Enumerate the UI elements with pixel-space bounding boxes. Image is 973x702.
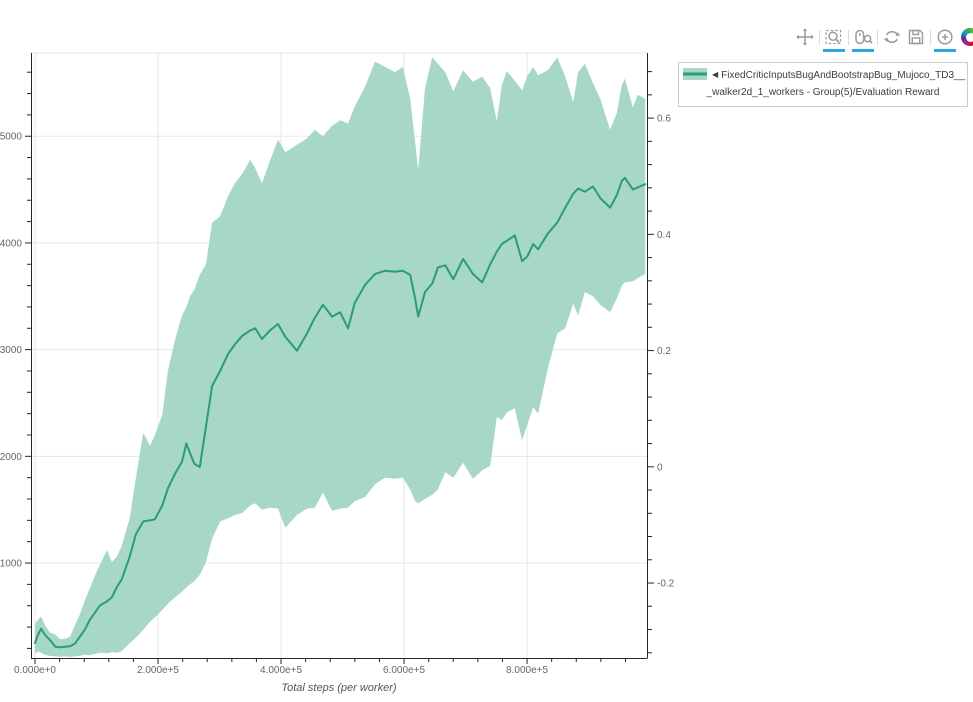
save-icon [908, 29, 924, 45]
y-left-tick-label: 2000 [0, 452, 22, 463]
plot-area[interactable] [31, 53, 647, 658]
y-right-tick-label: 0.4 [657, 230, 671, 241]
hover-tool-button[interactable] [934, 26, 956, 52]
y-left-tick-label: 5000 [0, 132, 22, 143]
bokeh-logo[interactable] [961, 28, 973, 46]
legend-collapse-arrow[interactable]: ◀ [712, 70, 719, 79]
legend-swatch [683, 68, 707, 80]
confidence-band [35, 57, 646, 657]
x-tick-label: 4.000e+5 [260, 665, 302, 676]
reset-tool-button[interactable] [881, 26, 903, 48]
x-tick-label: 2.000e+5 [137, 665, 179, 676]
y-right-tick-label: 0 [657, 462, 663, 473]
y-left-tick-label: 4000 [0, 238, 22, 249]
save-tool-button[interactable] [905, 26, 927, 48]
x-tick-label: 6.000e+5 [383, 665, 425, 676]
reset-icon [883, 31, 901, 43]
axes [31, 52, 648, 659]
y-right-tick-label: -0.2 [657, 579, 675, 590]
x-axis-label: Total steps (per worker) [281, 682, 396, 694]
hover-icon [937, 29, 953, 45]
box-zoom-icon [825, 29, 842, 45]
wheel-zoom-icon [855, 29, 873, 45]
box-zoom-tool-button[interactable] [823, 26, 845, 52]
toolbar-separator [930, 29, 931, 45]
toolbar-separator [848, 29, 849, 45]
legend-item[interactable]: ◀ FixedCriticInputsBugAndBootstrapBug_Muj… [683, 68, 966, 85]
x-tick-label: 0.000e+0 [14, 665, 56, 676]
toolbar-separator [819, 29, 820, 45]
x-tick-label: 8.000e+5 [506, 665, 548, 676]
y-right-tick-label: 0.2 [657, 346, 671, 357]
toolbar-separator [877, 29, 878, 45]
axis-ticks [25, 71, 654, 664]
tick-labels: 0.000e+0 2.000e+5 4.000e+5 6.000e+5 8.000e+5… [0, 114, 675, 676]
legend-label-line1: FixedCriticInputsBugAndBootstrapBug_Mujo… [721, 70, 966, 81]
wheel-zoom-tool-button[interactable] [852, 26, 874, 52]
legend-box[interactable]: ◀ FixedCriticInputsBugAndBootstrapBug_Muj… [678, 62, 968, 107]
legend-label-line2: _walker2d_1_workers - Group(5)/Evaluatio… [706, 86, 940, 98]
y-right-tick-label: 0.6 [657, 114, 671, 125]
mean-line [34, 176, 647, 649]
y-left-tick-label: 1000 [0, 559, 22, 570]
pan-icon [796, 28, 814, 46]
bokeh-toolbar [794, 26, 973, 52]
pan-tool-button[interactable] [794, 26, 816, 48]
y-left-tick-label: 3000 [0, 345, 22, 356]
